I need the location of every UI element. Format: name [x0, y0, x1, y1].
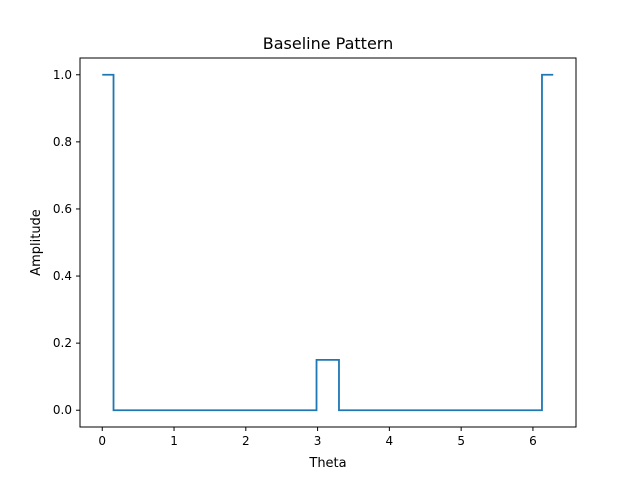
- x-axis-label: Theta: [308, 456, 346, 471]
- y-tick-label: 0.2: [53, 336, 72, 350]
- x-tick-label: 1: [170, 434, 178, 448]
- chart-title: Baseline Pattern: [263, 34, 393, 53]
- y-tick-label: 0.4: [53, 269, 72, 283]
- y-tick-label: 0.0: [53, 403, 72, 417]
- data-layer: [102, 73, 554, 412]
- x-tick-label: 6: [529, 434, 537, 448]
- y-tick-label: 1.0: [53, 68, 72, 82]
- x-tick-label: 2: [242, 434, 250, 448]
- x-tick-label: 0: [98, 434, 106, 448]
- ticks-layer: 0 1 2 3 4 5 6 0.0 0.2 0.4 0.6 0.8 1.0: [53, 68, 537, 448]
- x-tick-label: 5: [457, 434, 465, 448]
- y-tick-label: 0.8: [53, 135, 72, 149]
- x-tick-label: 3: [314, 434, 322, 448]
- y-tick-label: 0.6: [53, 202, 72, 216]
- plot-area-frame: [79, 57, 577, 428]
- y-axis-label: Amplitude: [29, 209, 44, 276]
- x-tick-label: 4: [386, 434, 394, 448]
- series-line-0: [102, 73, 554, 412]
